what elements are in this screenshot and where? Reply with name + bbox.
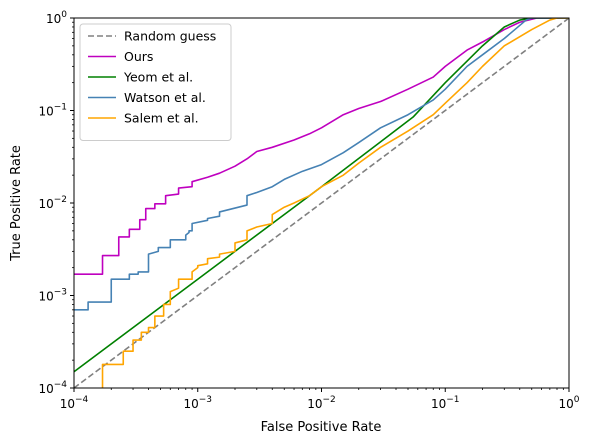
y-tick-label: 10−3 [38,288,67,304]
series-line-random-guess [74,18,569,388]
y-tick-label: 10−2 [38,195,67,211]
y-tick-label: 10−4 [38,380,67,396]
series-line-salem-et-al [101,18,569,388]
legend-label: Watson et al. [124,90,206,105]
y-tick-label: 100 [46,10,67,26]
y-axis-label: True Positive Rate [9,145,24,262]
x-axis-label: False Positive Rate [261,420,382,435]
legend: Random guess Ours Yeom et al. Watson et al.… [79,23,232,141]
series-layer [74,18,569,388]
series-line-watson-et-al [74,18,569,311]
x-tick-label: 10−4 [60,395,89,411]
y-tick-label: 10−1 [38,103,67,119]
x-tick-label: 10−2 [307,395,336,411]
legend-label: Random guess [124,29,216,44]
x-tick-label: 10−1 [431,395,460,411]
axes: 10−4 10−3 10−2 10−1 100 10−4 10−3 10−2 10−1 100 [38,10,579,411]
x-tick-label: 10−3 [183,395,212,411]
legend-label: Ours [124,49,153,64]
x-tick-label: 100 [558,395,579,411]
series-line-yeom-et-al [74,18,569,373]
plot-frame [73,17,570,389]
legend-box [79,23,232,141]
series-line-ours [74,18,569,275]
legend-label: Yeom et al. [123,70,193,85]
legend-label: Salem et al. [124,111,199,126]
